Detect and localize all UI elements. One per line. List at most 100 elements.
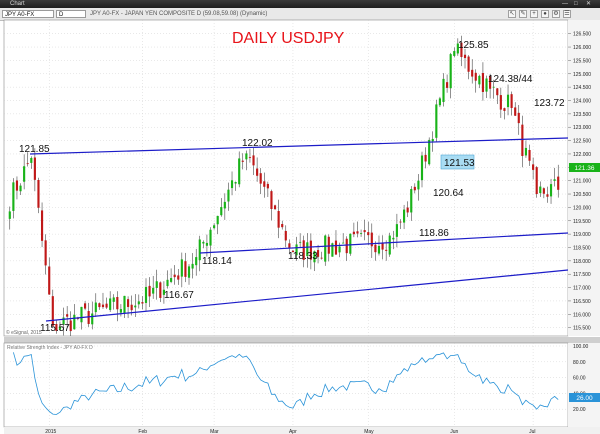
zoom-tool-icon[interactable]: + (530, 10, 538, 18)
candle-body (162, 289, 165, 295)
candle-body (334, 240, 338, 255)
candle-body (295, 244, 298, 256)
candle-body (420, 155, 424, 181)
rsi-tick-label: 60.00 (573, 376, 586, 382)
price-tick-label: 123.000 (573, 125, 591, 131)
price-tick-label: 122.000 (573, 152, 591, 158)
rsi-title: Relative Strength Index - JPY A0-FX D (7, 345, 93, 351)
candle-body (40, 210, 44, 241)
candle-body (130, 304, 133, 311)
price-tick-label: 123.500 (573, 112, 591, 118)
candle-body (449, 54, 452, 89)
candle-body (510, 94, 513, 108)
date-tick-label: 2015 (45, 429, 56, 434)
candle-body (26, 163, 29, 165)
candle-body (48, 266, 51, 295)
candle-body (403, 209, 406, 223)
candle-body (388, 235, 391, 255)
candle-body (456, 43, 459, 54)
chart-title: DAILY USDJPY (232, 30, 345, 47)
candle-body (553, 179, 556, 181)
price-tick-label: 117.000 (573, 286, 591, 292)
candle-body (535, 167, 538, 195)
candle-body (259, 173, 262, 184)
close-icon[interactable]: ✕ (586, 1, 592, 7)
candle-body (424, 154, 427, 162)
symbol-description: JPY A0-FX - JAPAN YEN COMPOSITE D (59.08… (90, 11, 268, 17)
rsi-tick-label: 20.00 (573, 407, 586, 413)
candle-body (521, 124, 524, 156)
rsi-last-value-tag (569, 393, 600, 402)
candle-body (33, 157, 36, 180)
candle-body (381, 243, 384, 250)
menu-tool-icon[interactable]: ☰ (563, 10, 571, 18)
candle-body (105, 303, 108, 308)
lower-channel-line[interactable] (45, 269, 568, 322)
candle-body (205, 242, 209, 246)
candle-body (499, 95, 502, 110)
candle-body (517, 112, 520, 124)
middle-channel-line[interactable] (199, 232, 568, 254)
price-tick-label: 116.500 (573, 299, 591, 305)
rsi-tick-label: 100.00 (573, 344, 589, 350)
candle-body (273, 205, 277, 210)
period-input[interactable]: D (56, 10, 86, 18)
candle-body (446, 82, 449, 88)
maximize-icon[interactable]: □ (574, 1, 578, 7)
price-tick-label: 117.500 (573, 272, 591, 278)
candle-body (216, 215, 219, 225)
link-tool-icon[interactable]: ● (541, 10, 549, 18)
candle-body (66, 314, 69, 317)
candle-body (374, 244, 377, 253)
candle-body (248, 156, 252, 158)
settings-tool-icon[interactable]: ⚙ (552, 10, 560, 18)
candle-body (453, 51, 456, 56)
price-tick-label: 122.500 (573, 139, 591, 145)
price-tick-label: 121.000 (573, 179, 591, 185)
date-tick-label: Apr (289, 429, 297, 434)
candle-body (245, 153, 248, 160)
price-tick-label: 118.500 (573, 245, 591, 251)
candle-body (127, 299, 130, 307)
minimize-icon[interactable]: — (562, 1, 568, 7)
price-tick-label: 120.500 (573, 192, 591, 198)
candle-body (256, 168, 259, 176)
candle-body (227, 189, 230, 202)
candle-body (299, 241, 302, 243)
candle-body (342, 242, 345, 244)
candle-body (8, 211, 11, 219)
candlestick-series (8, 35, 560, 336)
symbol-input[interactable]: JPY A0-FX (2, 10, 54, 18)
candle-body (37, 180, 40, 208)
candle-body (327, 236, 330, 254)
last-price-tag (569, 163, 600, 172)
rsi-last-value-label: 26.00 (576, 395, 593, 402)
date-tick-label: Jun (450, 429, 458, 434)
candle-body (399, 221, 402, 223)
candle-body (471, 69, 474, 77)
candle-body (230, 180, 234, 189)
pane-splitter[interactable] (4, 337, 600, 343)
candle-body (291, 250, 295, 253)
horizontal-gridlines (4, 33, 568, 328)
cursor-tool-icon[interactable]: ↖ (508, 10, 516, 18)
candle-body (173, 274, 176, 278)
candle-body (148, 285, 151, 297)
candle-body (392, 237, 395, 240)
candle-body (101, 304, 105, 308)
candle-body (385, 249, 388, 251)
annotation-118-86: 118.86 (419, 228, 449, 239)
candle-body (234, 182, 237, 184)
draw-tool-icon[interactable]: ✎ (519, 10, 527, 18)
candle-body (137, 301, 140, 305)
candle-body (15, 180, 19, 191)
candle-body (306, 242, 309, 257)
price-tick-label: 120.000 (573, 205, 591, 211)
copyright-text: © eSignal, 2015 (6, 329, 42, 336)
upper-channel-line[interactable] (29, 137, 568, 155)
candle-body (324, 235, 327, 262)
candle-body (320, 257, 323, 259)
candle-body (94, 302, 97, 313)
candle-body (524, 147, 528, 156)
candle-body (506, 94, 510, 108)
